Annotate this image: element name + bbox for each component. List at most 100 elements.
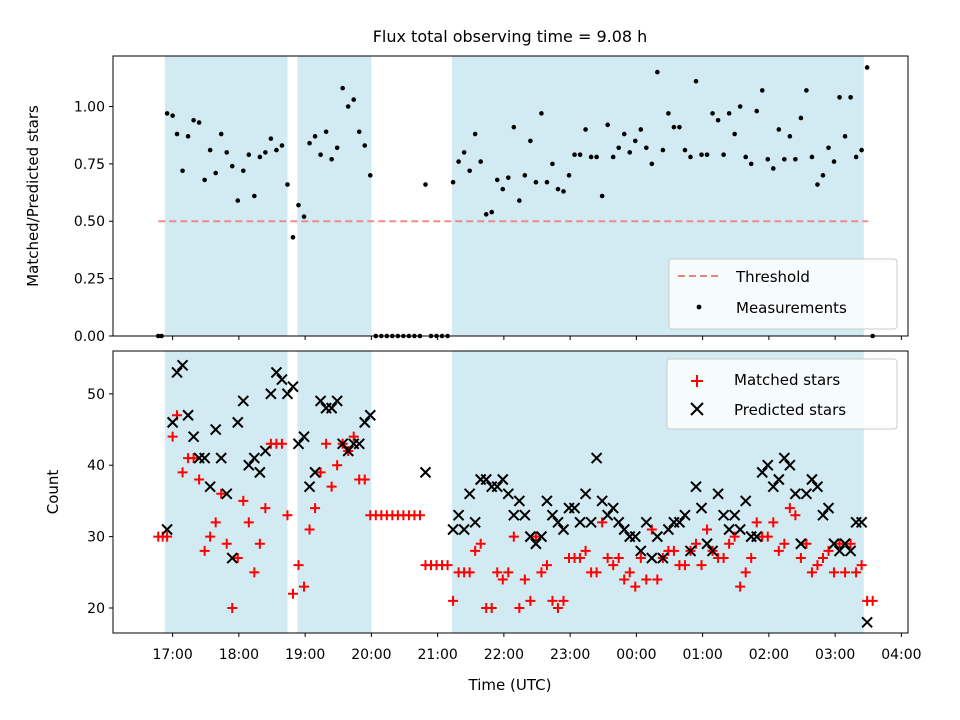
predicted-star-point-107	[822, 502, 835, 514]
measurement-point-38	[362, 143, 368, 148]
matched-star-point-127	[851, 567, 862, 578]
predicted-star-point-9	[209, 423, 222, 436]
predicted-star-point-2	[171, 366, 183, 379]
predicted-star-point-20	[270, 366, 283, 379]
top-panel: 0.00 0.25 0.50 0.75 1.00 Matched/Predicted s…	[24, 55, 909, 345]
predicted-star-point-94	[751, 530, 763, 543]
predicted-star-point-55	[535, 530, 548, 543]
matched-star-point-8	[194, 474, 205, 485]
measurement-point-68	[528, 138, 533, 144]
predicted-star-point-37	[364, 409, 376, 421]
predicted-star-point-12	[226, 552, 238, 564]
predicted-star-point-98	[773, 473, 785, 486]
predicted-star-point-82	[684, 545, 697, 557]
predicted-star-point-10	[215, 452, 227, 464]
bottom-axes-frame	[112, 350, 909, 634]
matched-star-point-125	[840, 567, 851, 578]
predicted-star-point-99	[778, 452, 791, 464]
matched-star-point-103	[718, 553, 729, 564]
matched-star-point-54	[448, 595, 459, 606]
matched-star-point-12	[216, 488, 227, 499]
predicted-star-point-70	[618, 523, 630, 536]
predicted-star-point-100	[784, 459, 796, 471]
measurement-point-28	[307, 140, 312, 146]
matched-star-point-70	[536, 567, 547, 578]
measurement-point-105	[732, 131, 737, 137]
predicted-stars-points	[161, 359, 873, 628]
measurement-point-93	[666, 111, 671, 116]
matched-star-point-82	[602, 553, 613, 564]
matched-star-point-124	[834, 538, 845, 549]
measurement-point-63	[500, 186, 506, 192]
measurement-point-72	[550, 161, 555, 167]
measurement-point-16	[240, 168, 246, 174]
predicted-star-point-17	[254, 466, 266, 479]
matched-star-point-71	[541, 560, 552, 571]
measurement-point-99	[699, 152, 704, 157]
measurement-point-78	[583, 127, 588, 132]
measurement-point-60	[483, 212, 489, 217]
measurement-point-32	[329, 156, 334, 162]
matched-star-point-13	[221, 538, 232, 549]
measurement-point-25	[290, 235, 296, 240]
predicted-star-point-47	[491, 480, 503, 493]
top-y-tick-label-3: 0.75	[74, 157, 105, 173]
measurement-point-97	[688, 154, 693, 160]
predicted-star-point-31	[331, 395, 343, 407]
measurement-point-12	[218, 131, 224, 137]
predicted-star-point-23	[287, 380, 299, 393]
predicted-star-point-72	[629, 530, 641, 543]
predicted-star-point-21	[276, 373, 288, 386]
measurements-legend-label: Measurements	[736, 299, 847, 317]
matched-star-point-109	[751, 517, 762, 528]
measurement-point-8	[196, 120, 202, 125]
predicted-star-point-33	[342, 445, 354, 457]
measurement-point-29	[312, 134, 318, 139]
measurement-point-98	[693, 78, 699, 84]
predicted-star-point-14	[237, 395, 249, 407]
measurement-point-73	[555, 186, 561, 192]
predicted-star-point-73	[635, 545, 647, 557]
measurement-point-126	[848, 95, 853, 100]
measurement-point-26	[296, 202, 301, 208]
measurement-point-111	[765, 156, 771, 162]
predicted-star-point-97	[767, 480, 779, 493]
predicted-star-point-8	[204, 480, 216, 493]
measurement-point-62	[494, 177, 500, 183]
measurement-point-121	[820, 173, 826, 178]
matched-star-point-114	[779, 538, 790, 549]
measurement-point-91	[655, 69, 660, 75]
matched-star-point-117	[795, 553, 806, 564]
predicted-star-point-30	[325, 402, 338, 414]
top-legend-box	[668, 258, 898, 330]
bottom-x-ticks: 17:00 18:00 19:00 20:00 21:00 22:00 23:00 00:00…	[152, 633, 922, 663]
predicted-star-point-36	[359, 416, 371, 429]
predicted-star-point-66	[596, 495, 608, 507]
measurement-point-108	[748, 161, 754, 167]
predicted-star-point-80	[673, 516, 686, 529]
measurement-point-37	[356, 129, 362, 135]
x-tick-label-4: 21:00	[417, 647, 457, 663]
top-y-ticks: 0.00 0.25 0.50 0.75 1.00	[74, 99, 113, 345]
predicted-star-point-105	[811, 480, 824, 493]
predicted-star-point-75	[646, 552, 658, 564]
predicted-star-point-7	[198, 452, 211, 464]
measurement-point-18	[252, 193, 257, 199]
measurement-point-124	[837, 95, 842, 100]
predicted-star-point-32	[336, 438, 349, 450]
predicted-star-point-67	[601, 509, 614, 521]
bottom-y-tick-label-1: 30	[87, 530, 105, 546]
measurement-point-88	[638, 127, 644, 132]
measurement-point-76	[572, 152, 577, 157]
matched-star-point-53	[442, 560, 453, 571]
measurement-point-4	[174, 131, 180, 137]
threshold-legend-label: Threshold	[735, 268, 810, 286]
matched-star-point-96	[679, 560, 690, 571]
measurement-point-116	[793, 156, 798, 162]
matched-star-point-14	[227, 603, 238, 614]
predicted-star-point-42	[463, 488, 476, 500]
bottom-y-ticks: 20 30 40 50	[87, 387, 113, 617]
measurement-point-31	[323, 129, 329, 135]
matched-star-point-116	[790, 510, 801, 521]
